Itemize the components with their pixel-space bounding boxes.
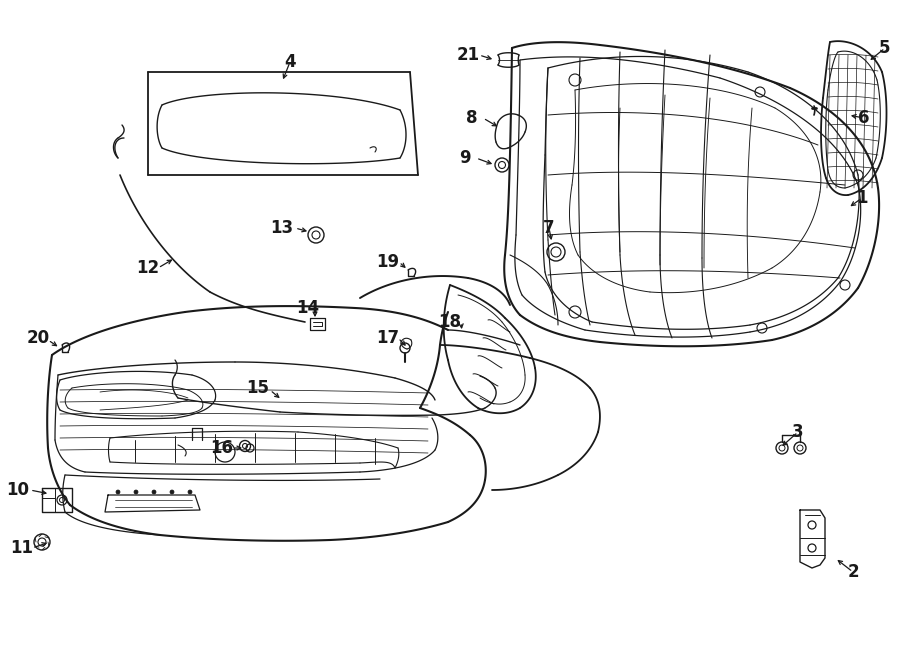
Text: 6: 6: [859, 109, 869, 127]
Circle shape: [116, 490, 120, 494]
Text: 1: 1: [856, 189, 868, 207]
Text: 4: 4: [284, 53, 296, 71]
Text: 2: 2: [847, 563, 859, 581]
Circle shape: [152, 490, 156, 494]
Text: 9: 9: [459, 149, 471, 167]
Text: 14: 14: [296, 299, 320, 317]
Circle shape: [134, 490, 138, 494]
Text: 3: 3: [792, 423, 804, 441]
Text: 7: 7: [544, 219, 554, 237]
Text: 5: 5: [879, 39, 891, 57]
Text: 19: 19: [376, 253, 400, 271]
Text: 8: 8: [466, 109, 478, 127]
Text: 11: 11: [11, 539, 33, 557]
Circle shape: [188, 490, 192, 494]
Text: 16: 16: [211, 439, 233, 457]
Text: 17: 17: [376, 329, 400, 347]
Text: 13: 13: [270, 219, 293, 237]
Text: 12: 12: [137, 259, 159, 277]
Circle shape: [170, 490, 174, 494]
Text: 18: 18: [438, 313, 462, 331]
Text: 15: 15: [247, 379, 269, 397]
Text: 21: 21: [456, 46, 480, 64]
Text: 20: 20: [26, 329, 50, 347]
Text: 10: 10: [6, 481, 30, 499]
